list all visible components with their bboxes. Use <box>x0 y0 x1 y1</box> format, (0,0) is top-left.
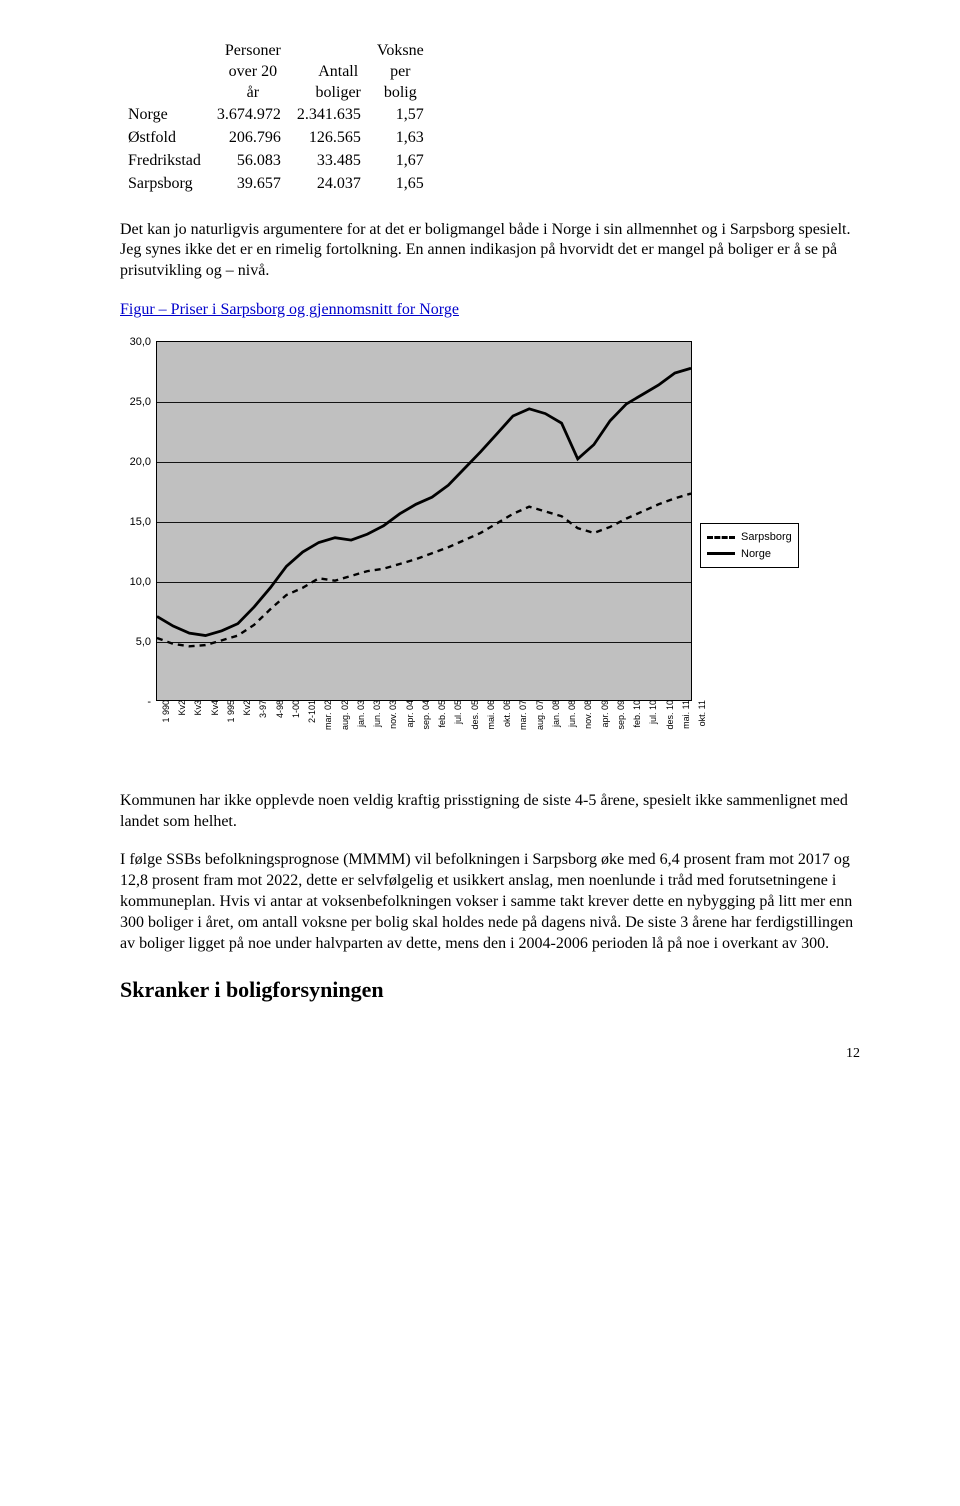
x-axis-label: 3-97 <box>254 700 270 718</box>
x-axis-label: aug. 07 <box>531 700 547 730</box>
y-axis-label: - <box>147 695 157 709</box>
table-row: Østfold206.796126.5651,63 <box>120 127 432 150</box>
page-number: 12 <box>120 1045 860 1063</box>
cell: 206.796 <box>209 127 289 150</box>
x-axis-label: 2-101 <box>303 700 319 723</box>
y-axis-label: 30,0 <box>130 335 157 349</box>
row-label: Sarpsborg <box>120 173 209 196</box>
price-chart: -5,010,015,020,025,030,01 990Kv2Kv3Kv41 … <box>120 341 860 751</box>
cell: 39.657 <box>209 173 289 196</box>
x-axis-label: okt. 11 <box>693 700 709 726</box>
x-axis-label: jul. 10 <box>644 700 660 724</box>
body-paragraph: Kommunen har ikke opplevde noen veldig k… <box>120 791 860 833</box>
y-axis-label: 25,0 <box>130 395 157 409</box>
x-axis-label: 4-98 <box>271 700 287 718</box>
x-axis-label: jun. 03 <box>368 700 384 727</box>
cell: 56.083 <box>209 150 289 173</box>
x-axis-label: apr. 09 <box>596 700 612 728</box>
x-axis-label: 1-00 <box>287 700 303 718</box>
legend-label: Sarpsborg <box>741 530 792 544</box>
x-axis-label: okt. 06 <box>498 700 514 727</box>
x-axis-label: jul. 05 <box>449 700 465 724</box>
table-header: Personer over 20 år <box>209 40 289 104</box>
cell: 1,67 <box>369 150 432 173</box>
figure-title-link[interactable]: Figur – Priser i Sarpsborg og gjennomsni… <box>120 300 860 321</box>
cell: 1,57 <box>369 104 432 127</box>
x-axis-label: sep. 09 <box>612 700 628 730</box>
row-label: Norge <box>120 104 209 127</box>
section-heading: Skranker i boligforsyningen <box>120 976 860 1005</box>
x-axis-label: des. 05 <box>466 700 482 730</box>
x-axis-label: mai. 06 <box>482 700 498 730</box>
x-axis-label: Kv4 <box>206 700 222 716</box>
legend-label: Norge <box>741 547 771 561</box>
y-axis-label: 15,0 <box>130 515 157 529</box>
legend-swatch-sarpsborg <box>707 536 735 539</box>
x-axis-label: feb. 05 <box>433 700 449 728</box>
cell: 1,65 <box>369 173 432 196</box>
cell: 2.341.635 <box>289 104 369 127</box>
x-axis-label: nov. 08 <box>579 700 595 729</box>
row-label: Fredrikstad <box>120 150 209 173</box>
x-axis-label: 1 990 <box>157 700 173 723</box>
cell: 24.037 <box>289 173 369 196</box>
x-axis-label: Kv3 <box>189 700 205 716</box>
table-row: Norge3.674.9722.341.6351,57 <box>120 104 432 127</box>
x-axis-label: mar. 02 <box>319 700 335 730</box>
table-row: Sarpsborg39.65724.0371,65 <box>120 173 432 196</box>
x-axis-label: jan. 03 <box>352 700 368 727</box>
y-axis-label: 20,0 <box>130 455 157 469</box>
population-table: Personer over 20 år Antall boliger Voksn… <box>120 40 432 196</box>
x-axis-label: aug. 02 <box>336 700 352 730</box>
cell: 33.485 <box>289 150 369 173</box>
cell: 3.674.972 <box>209 104 289 127</box>
intro-paragraph: Det kan jo naturligvis argumentere for a… <box>120 220 860 282</box>
y-axis-label: 5,0 <box>136 635 157 649</box>
x-axis-label: Kv2 <box>238 700 254 716</box>
row-label: Østfold <box>120 127 209 150</box>
x-axis-label: 1 995 <box>222 700 238 723</box>
x-axis-label: sep. 04 <box>417 700 433 730</box>
x-axis-label: mar. 07 <box>514 700 530 730</box>
body-paragraph: I følge SSBs befolkningsprognose (MMMM) … <box>120 850 860 954</box>
legend-swatch-norge <box>707 552 735 555</box>
x-axis-label: jun. 08 <box>563 700 579 727</box>
x-axis-label: apr. 04 <box>401 700 417 728</box>
x-axis-label: Kv2 <box>173 700 189 716</box>
chart-legend: Sarpsborg Norge <box>700 523 799 568</box>
x-axis-label: des. 10 <box>661 700 677 730</box>
y-axis-label: 10,0 <box>130 575 157 589</box>
x-axis-label: feb. 10 <box>628 700 644 728</box>
table-row: Fredrikstad56.08333.4851,67 <box>120 150 432 173</box>
series-norge <box>157 368 691 635</box>
table-header: Voksne per bolig <box>369 40 432 104</box>
cell: 1,63 <box>369 127 432 150</box>
x-axis-label: jan. 08 <box>547 700 563 727</box>
table-header: Antall boliger <box>289 40 369 104</box>
x-axis-label: nov. 03 <box>384 700 400 729</box>
x-axis-label: mai. 11 <box>677 700 693 729</box>
cell: 126.565 <box>289 127 369 150</box>
